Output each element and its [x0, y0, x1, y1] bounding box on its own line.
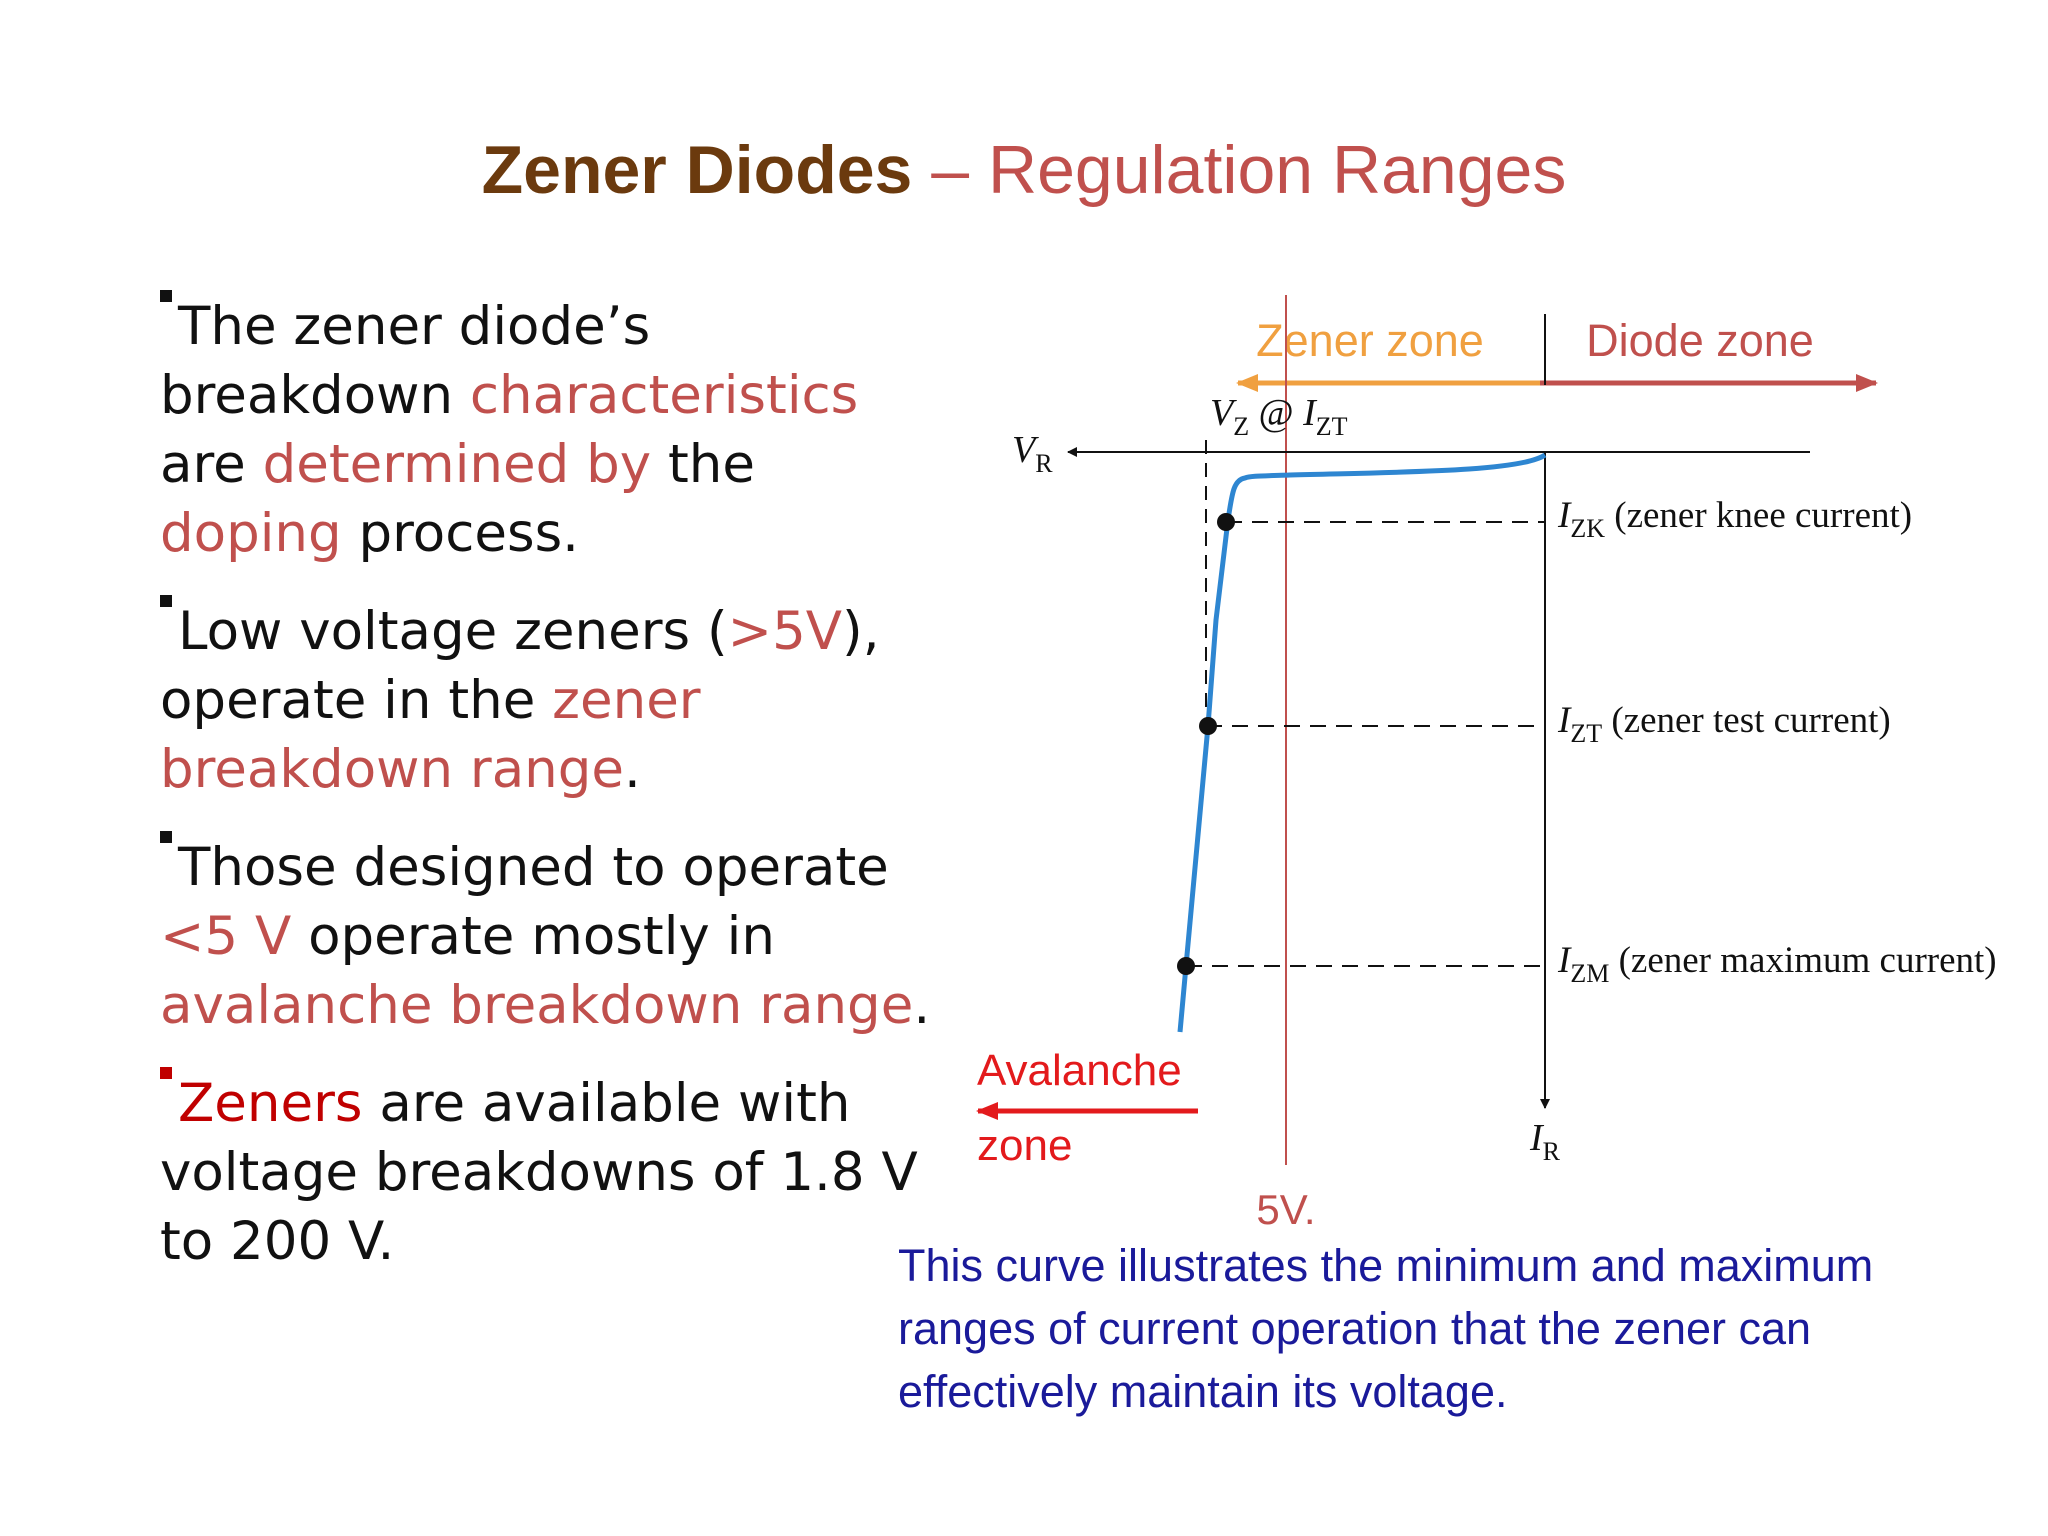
bullet-list: The zener diode’s breakdown characterist… — [160, 290, 940, 1303]
diode-zone-label: Diode zone — [1586, 315, 1814, 366]
izk-label: IZK (zener knee current) — [1557, 495, 1912, 543]
avalanche-zone-label-2: zone — [977, 1121, 1072, 1170]
bullet-text: Those designed to operate — [178, 837, 889, 898]
bullet-item: Those designed to operate <5 V operate m… — [160, 831, 940, 1040]
bullet-text: process. — [341, 503, 580, 564]
bullet-text: avalanche breakdown range — [160, 975, 914, 1036]
izk-point — [1217, 513, 1235, 531]
bullet-text: are — [160, 434, 263, 495]
bullet-text: doping — [160, 503, 342, 564]
title-subtitle: – Regulation Ranges — [912, 132, 1567, 208]
bullet-text: . — [624, 739, 641, 800]
bullet-text: The zener diode’s breakdown — [160, 296, 651, 426]
bullet-item: Low voltage zeners (>5V), operate in the… — [160, 595, 940, 804]
figure-caption: This curve illustrates the minimum and m… — [898, 1240, 1874, 1417]
bullet-text: . — [913, 975, 931, 1036]
bullet-item: The zener diode’s breakdown characterist… — [160, 290, 940, 568]
vz-at-izt-label: VZ @ IZT — [1210, 392, 1348, 441]
bullet-text: >5V — [727, 601, 843, 662]
izm-label: IZM (zener maximum current) — [1557, 940, 1997, 988]
bullet-text: <5 V — [160, 906, 292, 967]
izm-point — [1177, 957, 1195, 975]
avalanche-zone-label: Avalanche — [977, 1046, 1182, 1095]
bullet-item: Zeners are available with voltage breakd… — [160, 1067, 940, 1276]
bullet-text: determined by — [262, 434, 652, 495]
bullet-marker-icon — [160, 595, 172, 607]
bullet-marker-icon — [160, 290, 172, 302]
bullet-marker-icon — [160, 831, 172, 843]
zener-zone-label: Zener zone — [1256, 315, 1484, 366]
ir-label: IR — [1529, 1117, 1561, 1166]
bullet-text: operate mostly in — [291, 906, 775, 967]
izt-label: IZT (zener test current) — [1557, 700, 1891, 748]
bullet-text: ), operate in the — [160, 601, 880, 731]
vr-label: VR — [1012, 429, 1053, 478]
bullet-marker-icon — [160, 1067, 172, 1079]
bullet-text: Low voltage zeners ( — [178, 601, 728, 662]
title-main: Zener Diodes — [481, 132, 913, 208]
bullet-text: Zeners — [178, 1073, 363, 1134]
bullet-text: the — [651, 434, 755, 495]
slide-title: Zener Diodes – Regulation Ranges — [0, 128, 2048, 212]
five-volt-label: 5V. — [1256, 1186, 1315, 1233]
bullet-text: are available with voltage breakdowns of… — [160, 1073, 918, 1272]
zener-curve — [1177, 452, 1547, 1033]
izt-point — [1199, 717, 1217, 735]
bullet-text: zener breakdown range — [160, 670, 701, 800]
bullet-text: characteristics — [469, 365, 859, 426]
